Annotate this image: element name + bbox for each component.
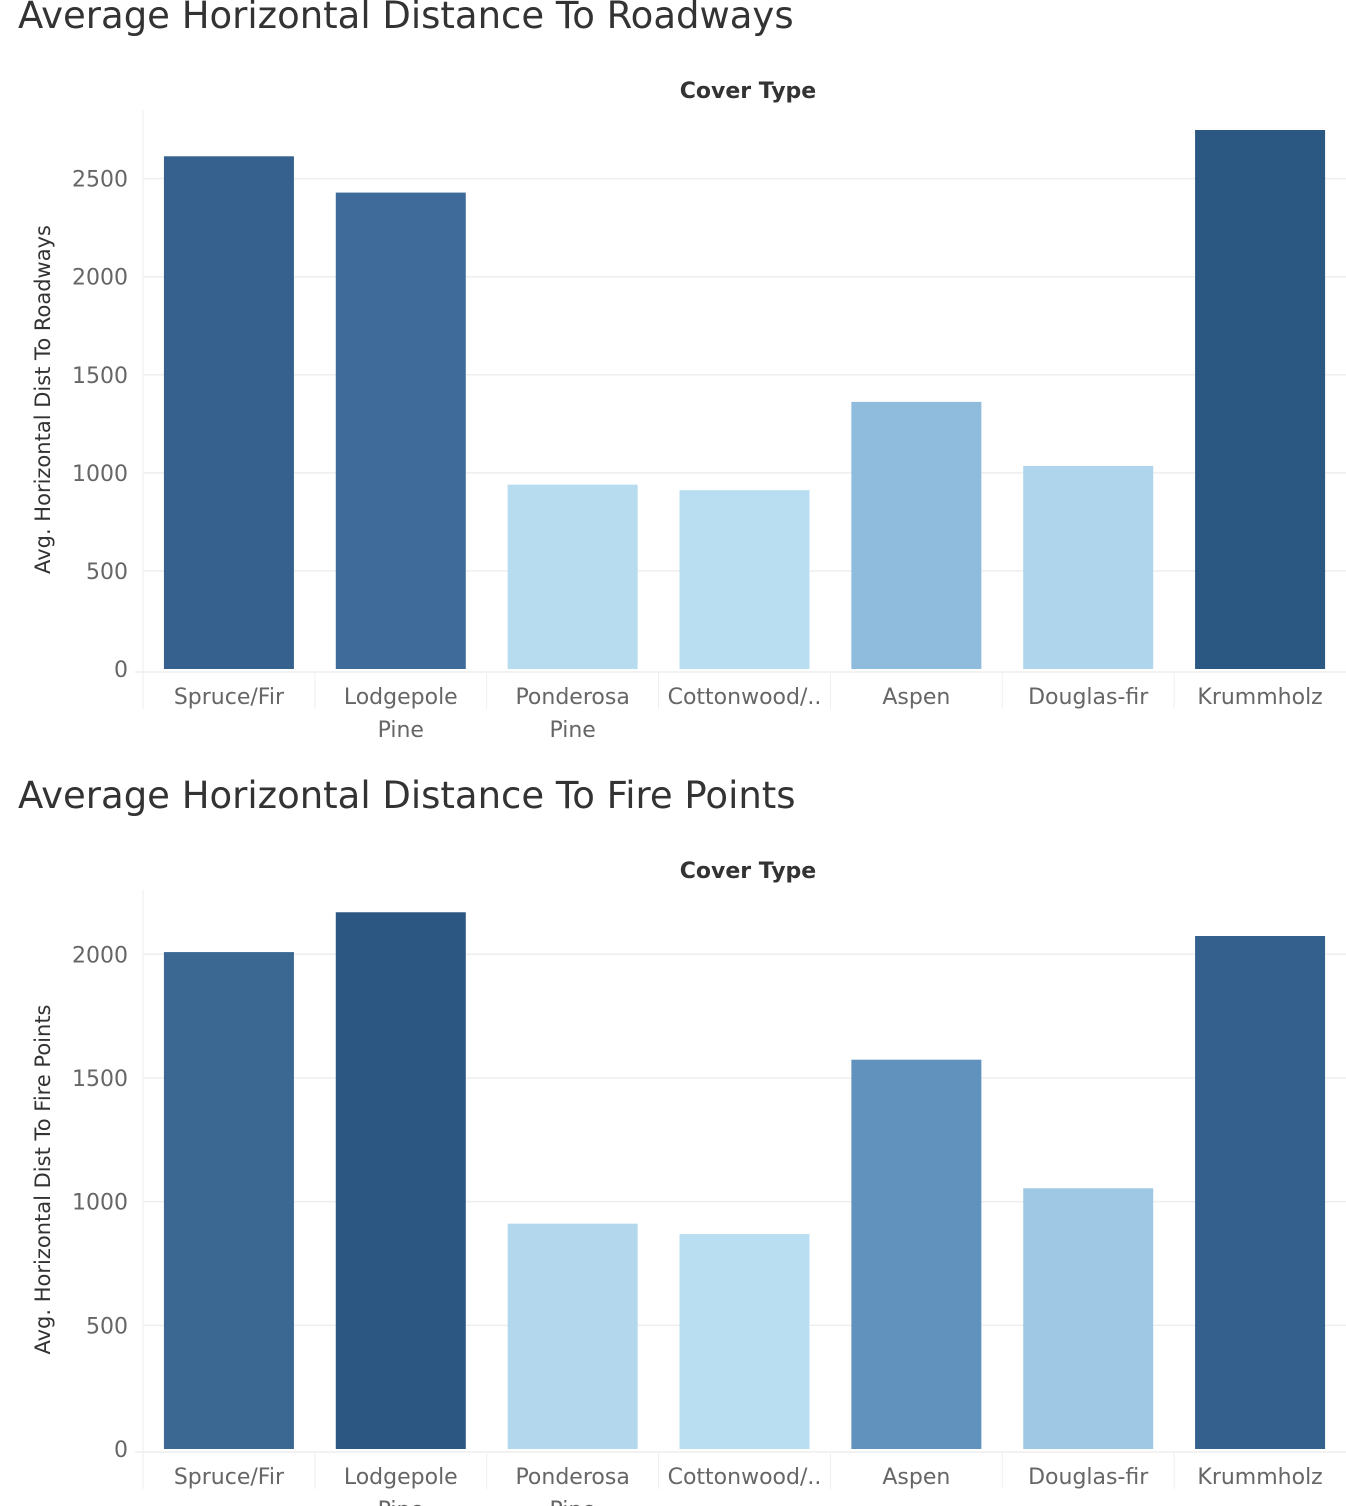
bar	[335, 192, 466, 670]
category-label: Ponderosa	[515, 685, 629, 710]
category-label: Krummholz	[1197, 1465, 1322, 1490]
category-label: Pine	[378, 1498, 424, 1506]
bar	[1023, 1188, 1154, 1449]
category-label: Lodgepole	[344, 685, 458, 710]
bar	[679, 1234, 810, 1449]
bar	[679, 490, 810, 669]
category-label: Spruce/Fir	[174, 1465, 285, 1490]
fire-points-bar-chart: Cover Type 0 500 1000 1500 2000 Avg. Horizonta…	[31, 859, 1346, 1506]
bar	[507, 484, 638, 669]
y-tick-label: 1000	[72, 462, 128, 487]
roadways-chart-panel: Average Horizontal Distance To Roadways …	[18, 0, 1346, 743]
y-tick-label: 500	[86, 560, 128, 585]
category-label: Krummholz	[1197, 685, 1322, 710]
cover-type-header: Cover Type	[680, 79, 816, 104]
y-tick-label: 0	[114, 1438, 128, 1463]
fire-points-chart-panel: Average Horizontal Distance To Fire Poin…	[0, 774, 1346, 1506]
bar	[851, 401, 982, 669]
bar	[163, 952, 294, 1449]
bar	[1195, 936, 1326, 1449]
category-label: Aspen	[882, 685, 950, 710]
y-axis-title: Avg. Horizontal Dist To Fire Points	[31, 1004, 55, 1354]
chart-title: Average Horizontal Distance To Fire Poin…	[18, 774, 796, 817]
y-tick-label: 1000	[72, 1191, 128, 1216]
y-tick-label: 0	[114, 658, 128, 683]
bar	[163, 156, 294, 669]
category-label: Pine	[549, 718, 595, 743]
cover-type-header: Cover Type	[680, 859, 816, 884]
bar	[335, 912, 466, 1449]
y-tick-label: 500	[86, 1314, 128, 1339]
category-label: Cottonwood/..	[668, 685, 822, 710]
y-axis-title: Avg. Horizontal Dist To Roadways	[31, 225, 55, 574]
category-label: Douglas-fir	[1028, 685, 1149, 710]
y-tick-label: 2000	[72, 943, 128, 968]
y-tick-label: 1500	[72, 364, 128, 389]
bar	[507, 1223, 638, 1449]
category-label: Aspen	[882, 1465, 950, 1490]
bar	[1023, 465, 1154, 669]
roadways-bar-chart: Cover Type 0 500 1000 1500 2000 2500 Avg. Horiz…	[31, 79, 1346, 743]
y-tick-label: 2500	[72, 168, 128, 193]
category-label: Ponderosa	[515, 1465, 629, 1490]
category-label: Spruce/Fir	[174, 685, 285, 710]
y-tick-label: 1500	[72, 1067, 128, 1092]
chart-title: Average Horizontal Distance To Roadways	[18, 0, 794, 37]
y-tick-label: 2000	[72, 266, 128, 291]
bar	[1195, 130, 1326, 669]
category-label: Douglas-fir	[1028, 1465, 1149, 1490]
category-label: Lodgepole	[344, 1465, 458, 1490]
category-label: Cottonwood/..	[668, 1465, 822, 1490]
bar	[851, 1059, 982, 1449]
category-label: Pine	[378, 718, 424, 743]
category-label: Pine	[549, 1498, 595, 1506]
